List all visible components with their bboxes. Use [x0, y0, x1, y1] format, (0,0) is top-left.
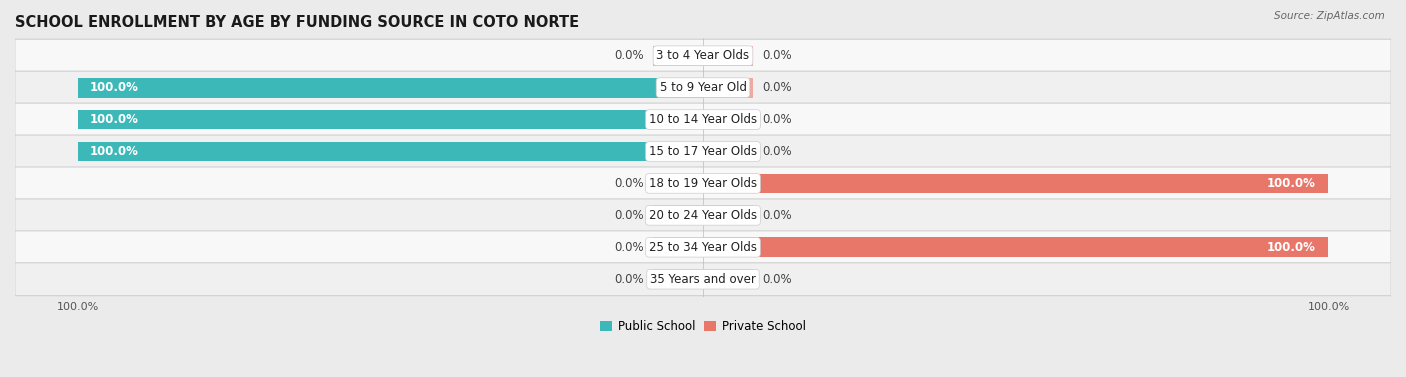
Legend: Public School, Private School: Public School, Private School: [595, 315, 811, 337]
Text: 18 to 19 Year Olds: 18 to 19 Year Olds: [650, 177, 756, 190]
Text: 0.0%: 0.0%: [614, 49, 644, 62]
Text: 0.0%: 0.0%: [762, 49, 792, 62]
Bar: [703, 173, 1329, 193]
FancyBboxPatch shape: [15, 39, 1391, 72]
FancyBboxPatch shape: [15, 135, 1391, 168]
Bar: [652, 269, 703, 289]
Text: 0.0%: 0.0%: [614, 177, 644, 190]
Text: 100.0%: 100.0%: [1267, 241, 1316, 254]
Text: 100.0%: 100.0%: [90, 81, 139, 94]
Text: 35 Years and over: 35 Years and over: [650, 273, 756, 286]
Text: 0.0%: 0.0%: [614, 241, 644, 254]
Text: 25 to 34 Year Olds: 25 to 34 Year Olds: [650, 241, 756, 254]
Text: 5 to 9 Year Old: 5 to 9 Year Old: [659, 81, 747, 94]
FancyBboxPatch shape: [15, 199, 1391, 232]
Text: 0.0%: 0.0%: [762, 113, 792, 126]
Text: 0.0%: 0.0%: [762, 145, 792, 158]
Bar: [652, 46, 703, 66]
Bar: [703, 238, 1329, 257]
Text: SCHOOL ENROLLMENT BY AGE BY FUNDING SOURCE IN COTO NORTE: SCHOOL ENROLLMENT BY AGE BY FUNDING SOUR…: [15, 15, 579, 30]
Bar: [77, 110, 703, 129]
Bar: [77, 142, 703, 161]
FancyBboxPatch shape: [15, 263, 1391, 296]
Text: 20 to 24 Year Olds: 20 to 24 Year Olds: [650, 209, 756, 222]
Bar: [703, 142, 754, 161]
Bar: [703, 78, 754, 98]
Text: 0.0%: 0.0%: [614, 209, 644, 222]
Bar: [652, 238, 703, 257]
Bar: [703, 205, 754, 225]
Text: 0.0%: 0.0%: [614, 273, 644, 286]
Bar: [652, 205, 703, 225]
Bar: [703, 110, 754, 129]
Text: 100.0%: 100.0%: [90, 113, 139, 126]
Bar: [703, 269, 754, 289]
Bar: [77, 78, 703, 98]
Text: 0.0%: 0.0%: [762, 81, 792, 94]
Bar: [652, 173, 703, 193]
FancyBboxPatch shape: [15, 103, 1391, 136]
Text: Source: ZipAtlas.com: Source: ZipAtlas.com: [1274, 11, 1385, 21]
Text: 100.0%: 100.0%: [1267, 177, 1316, 190]
Text: 100.0%: 100.0%: [90, 145, 139, 158]
Text: 0.0%: 0.0%: [762, 273, 792, 286]
Text: 15 to 17 Year Olds: 15 to 17 Year Olds: [650, 145, 756, 158]
FancyBboxPatch shape: [15, 231, 1391, 264]
FancyBboxPatch shape: [15, 71, 1391, 104]
Bar: [703, 46, 754, 66]
Text: 0.0%: 0.0%: [762, 209, 792, 222]
FancyBboxPatch shape: [15, 167, 1391, 200]
Text: 10 to 14 Year Olds: 10 to 14 Year Olds: [650, 113, 756, 126]
Text: 3 to 4 Year Olds: 3 to 4 Year Olds: [657, 49, 749, 62]
